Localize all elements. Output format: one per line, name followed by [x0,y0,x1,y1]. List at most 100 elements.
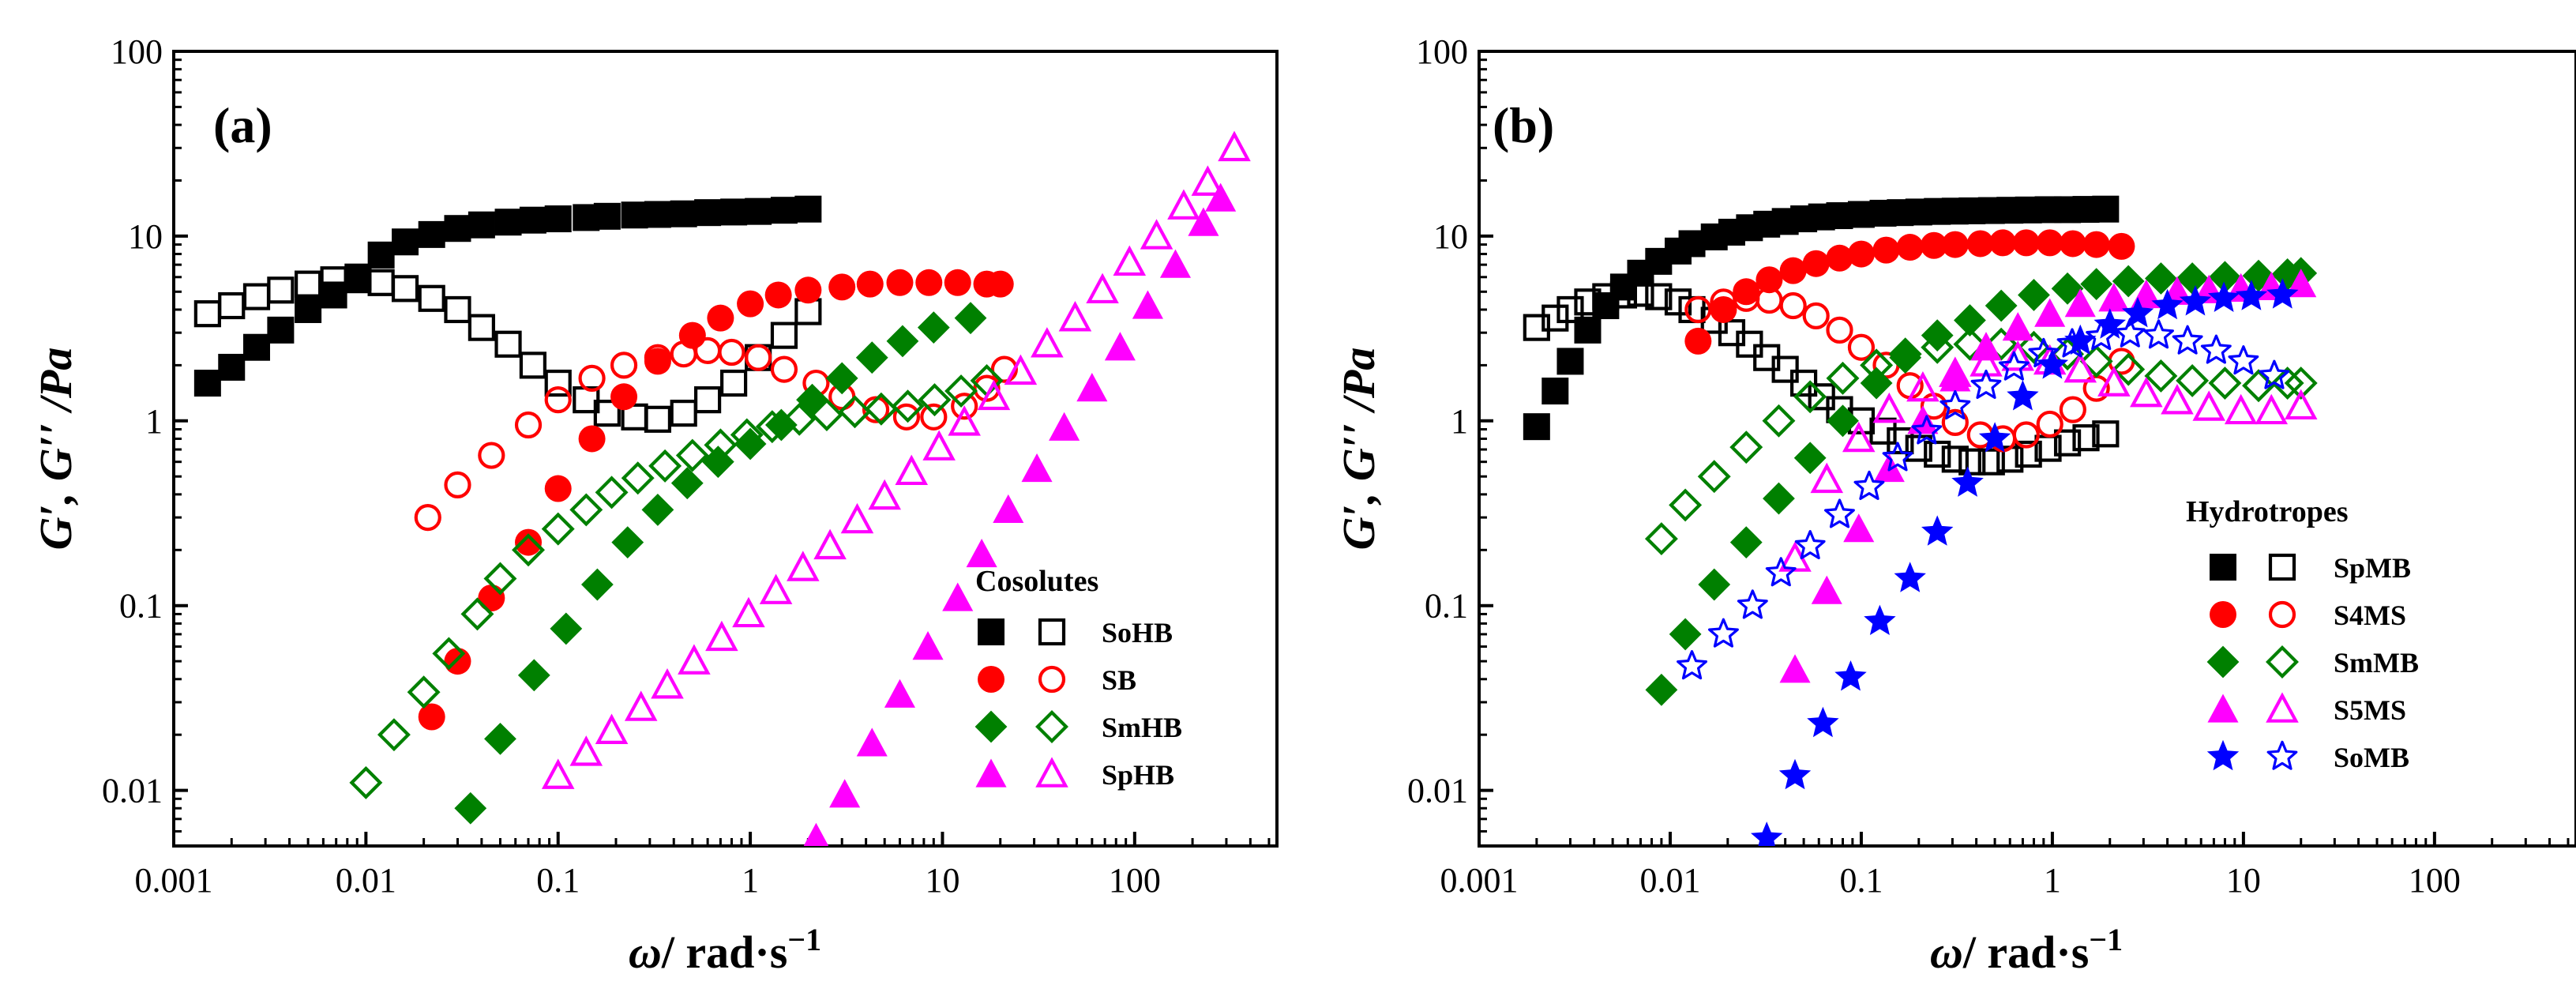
data-point [1523,314,1550,341]
data-point [367,241,395,269]
legend: Cosolutes SoHB SB SmHB SpHB [974,565,1182,791]
data-point [1765,557,1797,587]
y-tick-label: 10 [1433,217,1468,256]
data-point [2176,262,2209,295]
data-point [895,454,929,486]
data-point [917,311,950,344]
data-point [2007,380,2039,411]
panel-label: (a) [213,97,272,153]
data-point [1779,291,1807,320]
plot-frame [1478,50,2576,848]
data-point [720,369,748,397]
data-point [1793,442,1827,475]
data-point [2144,359,2178,393]
series-sohb-g-prime [193,195,822,397]
data-point [267,276,295,304]
series-smhb-g-double-prime [349,363,1004,799]
data-point [1541,304,1569,332]
data-point [2108,232,2135,260]
data-point [2242,259,2275,292]
data-point [1977,448,2005,476]
data-point [1790,369,1818,397]
y-axis-title: G′, G′′ /Pa [1333,348,1384,551]
data-point [494,330,522,358]
data-point [1869,417,1897,445]
series-s4ms-g-prime [1684,229,2135,355]
data-point [1762,404,1796,438]
data-point [1872,236,1900,264]
data-point [855,341,888,374]
data-point [1729,526,1763,559]
data-point [418,284,445,312]
data-point [1188,207,1219,236]
data-point [1523,413,1550,441]
data-point [2082,231,2110,258]
data-point [944,374,978,408]
data-point [1167,189,1200,220]
data-point [367,269,395,296]
y-tick-label: 1 [145,402,163,441]
data-point [2053,429,2082,457]
data-point [1853,470,1885,501]
series-somb-g-double-prime [1677,318,2290,680]
data-point [218,291,246,320]
legend-marker-g-prime [2210,601,2236,628]
data-point [1132,290,1163,319]
y-tick-label: 100 [1416,32,1468,71]
data-point [1966,230,1994,258]
data-point [892,403,921,430]
data-point [2207,281,2240,312]
data-point [944,269,971,296]
data-point [512,533,546,567]
legend: Hydrotropes SpMB S4MS SmMB S5MS SoMB [2186,495,2419,773]
data-point [1698,568,1731,601]
data-point [694,336,722,364]
data-point [2112,265,2145,298]
data-point [2255,393,2289,425]
data-point [856,727,888,757]
y-tick-label: 0.1 [1425,587,1468,626]
data-point [1989,229,2017,257]
data-point [468,314,495,341]
data-point [295,270,322,298]
data-point [1779,257,1807,284]
data-point [1669,618,1702,651]
series-sphb-g-double-prime [541,130,1251,789]
data-point [1778,758,1812,790]
x-ticks: 0.001 0.01 0.1 1 10 100 [1440,832,2570,900]
data-point [803,822,829,846]
x-axis-unit: / rad·s [1962,927,2090,978]
data-point [1556,295,1584,324]
data-point [1645,283,1673,310]
data-point [1751,821,1783,846]
data-point [494,209,522,236]
data-point [515,528,543,556]
data-point [624,690,658,721]
data-point [1205,182,1237,212]
data-point [730,418,764,452]
data-point [829,779,861,808]
data-point [1921,330,1955,364]
data-point [541,512,575,546]
data-point [2028,337,2060,367]
data-point [1911,415,1943,445]
x-axis-title: ω/ rad·s−1 [1930,922,2123,978]
data-point [517,659,550,692]
data-point [468,211,495,239]
x-tick-label: 100 [2409,861,2461,900]
data-point [578,364,606,392]
data-point [1113,245,1147,276]
data-point [759,573,793,604]
data-point [704,428,738,462]
data-point [1921,515,1954,546]
data-point [1888,337,1922,371]
data-point [444,471,471,499]
data-point [193,370,221,397]
data-point [954,302,987,335]
data-point [641,494,674,526]
data-point [1218,130,1251,162]
data-point [1086,273,1119,304]
data-point [648,449,682,483]
data-point [675,438,709,472]
data-point [1708,618,1739,648]
